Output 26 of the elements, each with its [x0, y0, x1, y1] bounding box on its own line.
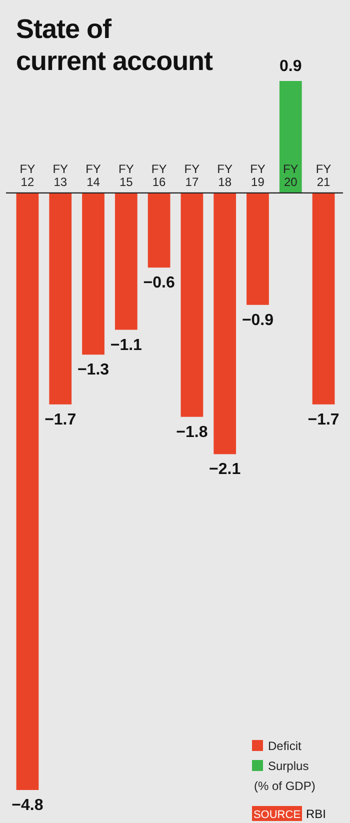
x-tick-label: FY 21	[316, 162, 332, 189]
x-tick-label: FY 20	[282, 162, 298, 189]
text: SOURCE	[253, 809, 301, 821]
x-tick-label: FY 18	[217, 162, 233, 189]
x-tick-label: FY 17	[184, 162, 200, 189]
data-label: −0.9	[242, 312, 274, 329]
x-tick-label: FY 19	[250, 162, 266, 189]
data-label: −4.8	[12, 797, 44, 814]
annotation: (% of GDP)	[254, 779, 316, 793]
chart-title: State of current account	[16, 14, 214, 76]
text: RBI	[306, 807, 326, 821]
x-tick-label: FY 14	[86, 162, 101, 189]
data-label: −1.3	[77, 362, 110, 379]
data-label: −1.8	[176, 424, 208, 441]
data-label: −1.7	[44, 411, 76, 428]
x-tick-label: FY 15	[118, 162, 134, 189]
x-tick-label: FY 16	[151, 162, 167, 189]
x-tick-label: FY 12	[20, 162, 36, 189]
legend-label: Deficit	[268, 739, 302, 753]
legend-label: Surplus	[268, 759, 309, 773]
data-label: −2.1	[209, 461, 241, 478]
data-label: 0.9	[280, 58, 302, 75]
data-label: −1.1	[110, 336, 142, 354]
x-tick-label: FY 13	[52, 162, 68, 189]
data-label: −1.7	[308, 411, 340, 428]
data-label: −0.6	[143, 274, 175, 292]
